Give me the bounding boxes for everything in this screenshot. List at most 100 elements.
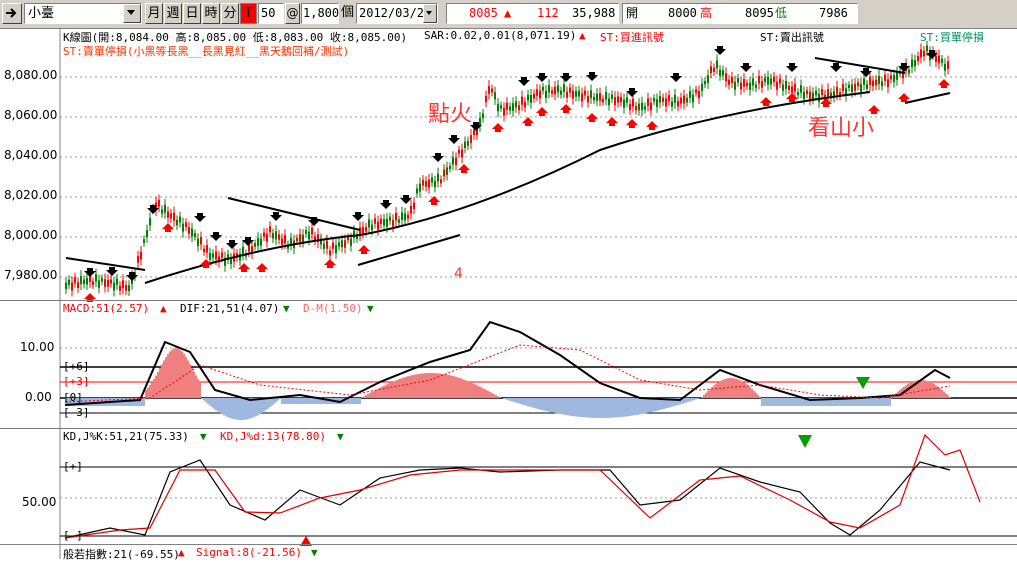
macd-histogram-bar [429,373,431,398]
period-day-button[interactable]: 日 [183,3,201,24]
candle-body [248,244,250,252]
period-month-button[interactable]: 月 [145,3,163,24]
candle-body [818,93,820,102]
macd-histogram-bar [639,398,641,415]
macd-histogram-bar [613,398,615,418]
candle-body [671,101,673,107]
macd-histogram-bar [197,379,199,398]
macd-histogram-bar [585,398,587,418]
candle-body [542,86,544,91]
candle-body [71,282,73,291]
buy-arrow-icon [560,104,572,113]
candle-body [440,179,442,184]
macd-histogram-bar [757,394,759,398]
macd-histogram-bar [719,381,721,398]
sell-arrow-icon [470,122,482,131]
macd-histogram-bar [839,398,841,406]
period-hour-button[interactable]: 時 [202,3,220,24]
macd-histogram-bar [589,398,591,418]
candle-body [872,80,874,87]
macd-histogram-bar [223,398,225,416]
macd-histogram-bar [291,398,293,404]
macd-histogram-bar [825,398,827,406]
macd-histogram-bar [779,398,781,406]
macd-histogram-bar [527,398,529,407]
macd-histogram-bar [321,398,323,404]
annotation-number: 4 [454,266,463,282]
macd-histogram-bar [787,398,789,406]
sell-arrow-icon [830,63,842,72]
trend-line [904,92,951,104]
macd-histogram-bar [87,398,89,406]
candle-body [347,236,349,241]
macd-histogram-bar [267,398,269,409]
date-chevron-down-icon[interactable] [423,4,437,23]
arrow-right-icon[interactable] [2,3,22,24]
period-week-button[interactable]: 週 [164,3,182,24]
macd-histogram-bar [663,398,665,409]
macd-histogram-bar [249,398,251,419]
symbol-select[interactable]: 小臺 [24,3,142,24]
sar-arrow-icon: ▲ [579,29,586,42]
macd-histogram-bar [181,351,183,398]
macd-histogram-bar [535,398,537,409]
panel-divider[interactable] [0,428,1017,429]
interval-input[interactable]: 50 [258,3,284,24]
candle-body [407,214,409,219]
candle-body [914,59,916,67]
candle-body [272,233,274,239]
candle-body [692,94,694,103]
count-input[interactable]: 1,800 [301,3,339,24]
macd-histogram-bar [813,398,815,406]
macd-histogram-bar [495,395,497,398]
macd-histogram-bar [877,398,879,406]
buy-arrow-icon [458,164,470,173]
macd-histogram-bar [381,386,383,398]
candle-body [458,149,460,154]
at-label: @ [285,3,300,24]
macd-histogram-bar [549,398,551,412]
date-field[interactable]: 2012/03/22 [356,3,438,24]
candle-body [68,279,70,285]
macd-histogram-bar [191,368,193,398]
macd-histogram-bar [621,398,623,417]
macd-histogram-bar [185,357,187,398]
macd-histogram-bar [413,374,415,398]
chevron-down-icon[interactable] [123,4,141,23]
candle-body [227,254,229,260]
macd-histogram-bar [865,398,867,406]
macd-histogram-bar [733,378,735,398]
candle-body [449,165,451,169]
macd-histogram-bar [475,384,477,398]
macd-histogram-bar [139,398,141,406]
macd-histogram-bar [603,398,605,418]
macd-histogram-bar [841,398,843,406]
period-minute-button[interactable]: 分 [221,3,239,24]
panel-divider[interactable] [0,300,1017,301]
candle-body [278,234,280,240]
candle-body [923,50,925,57]
macd-histogram-bar [247,398,249,420]
macd-histogram-bar [835,398,837,406]
macd-histogram-bar [611,398,613,418]
kd-k-label: KD,J%K:51,21(75.33) [63,430,189,443]
macd-histogram-bar [871,398,873,406]
buy-arrow-icon [200,259,212,268]
kd-k-line [64,459,951,539]
macd-histogram-bar [809,398,811,406]
tick-mode-button[interactable]: T [240,3,257,24]
candle-body [701,83,703,92]
macd-histogram-bar [487,390,489,398]
candle-body [575,91,577,97]
macd-histogram-bar [491,392,493,398]
sell-arrow-icon [270,212,282,221]
panel-divider[interactable] [0,544,1017,545]
candle-body [860,83,862,92]
macd-histogram-bar [745,383,747,398]
sell-arrow-icon [518,77,530,86]
macd-histogram-bar [465,380,467,398]
macd-histogram-bar [605,398,607,418]
macd-histogram-bar [373,390,375,398]
macd-histogram-bar [509,398,511,401]
